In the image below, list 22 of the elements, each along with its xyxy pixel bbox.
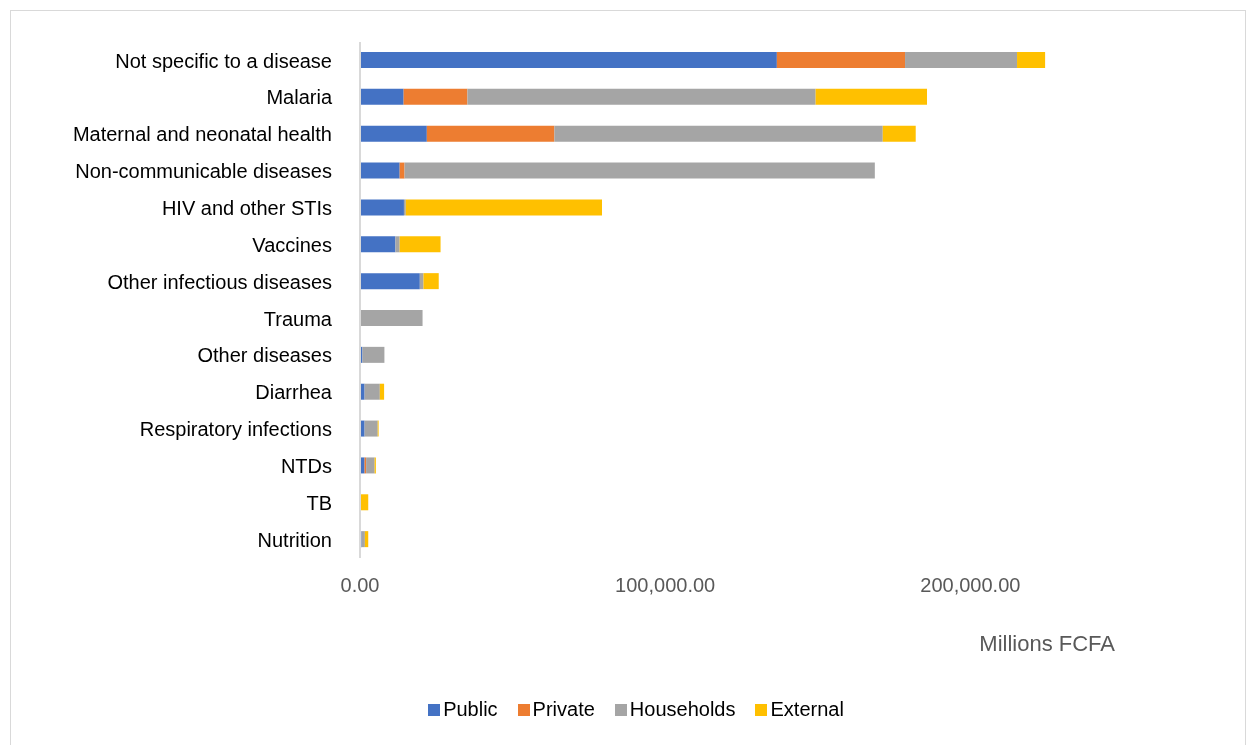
- y-tick-label: HIV and other STIs: [161, 196, 332, 219]
- y-tick-label: Non-communicable diseases: [75, 160, 332, 183]
- legend-label: External: [770, 698, 844, 721]
- y-tick-label: Malaria: [266, 86, 333, 109]
- y-tick-label: Maternal and neonatal health: [72, 123, 332, 146]
- y-tick-label: Respiratory infections: [139, 418, 332, 441]
- y-tick-label: Nutrition: [257, 528, 332, 551]
- x-tick-label: 0.00: [340, 574, 380, 597]
- y-tick-label: NTDs: [280, 454, 332, 477]
- legend-label: Public: [443, 698, 498, 721]
- x-tick-label: 100,000.00: [615, 574, 716, 597]
- y-tick-label: TB: [306, 491, 332, 514]
- y-tick-label: Vaccines: [252, 233, 332, 256]
- x-tick-label: 200,000.00: [920, 574, 1021, 597]
- y-tick-label: Not specific to a disease: [115, 49, 332, 72]
- y-tick-label: Other infectious diseases: [107, 270, 332, 293]
- legend-label: Private: [532, 698, 595, 721]
- y-tick-label: Diarrhea: [255, 381, 333, 404]
- y-tick-label: Trauma: [263, 307, 333, 330]
- y-tick-label: Other diseases: [197, 344, 332, 367]
- x-axis-title: Millions FCFA: [979, 631, 1115, 657]
- legend-label: Households: [629, 698, 736, 721]
